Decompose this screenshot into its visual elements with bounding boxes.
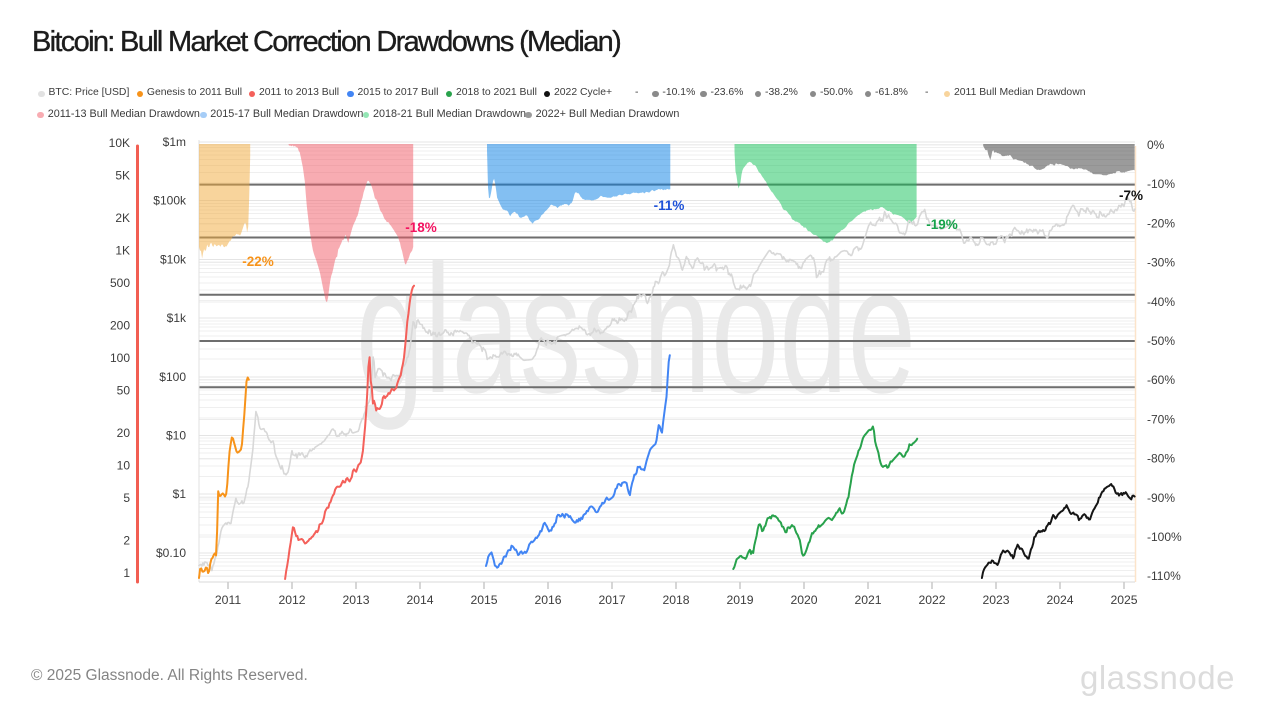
svg-text:2011: 2011 <box>215 593 241 607</box>
svg-text:$1k: $1k <box>167 311 187 325</box>
svg-text:2025: 2025 <box>1110 593 1137 607</box>
svg-text:2013: 2013 <box>342 593 369 607</box>
svg-text:20: 20 <box>117 426 131 440</box>
svg-text:2021: 2021 <box>854 593 881 607</box>
svg-text:$1m: $1m <box>163 135 186 149</box>
svg-text:200: 200 <box>110 319 130 333</box>
svg-text:-50%: -50% <box>1147 334 1175 348</box>
svg-text:2: 2 <box>123 534 130 548</box>
svg-text:-10%: -10% <box>1147 177 1175 191</box>
svg-text:-100%: -100% <box>1147 530 1182 544</box>
svg-text:$0.10: $0.10 <box>156 546 186 560</box>
svg-text:2016: 2016 <box>534 593 561 607</box>
svg-text:2018: 2018 <box>662 593 689 607</box>
svg-text:2019: 2019 <box>726 593 753 607</box>
svg-text:2023: 2023 <box>982 593 1009 607</box>
svg-text:2022: 2022 <box>918 593 945 607</box>
svg-text:2014: 2014 <box>406 593 433 607</box>
svg-text:2017: 2017 <box>598 593 625 607</box>
svg-text:-22%: -22% <box>242 254 274 269</box>
svg-text:-19%: -19% <box>926 217 958 232</box>
svg-text:$100k: $100k <box>153 194 187 208</box>
svg-text:2024: 2024 <box>1046 593 1073 607</box>
svg-text:-110%: -110% <box>1147 569 1181 583</box>
svg-text:2020: 2020 <box>790 593 817 607</box>
svg-text:2K: 2K <box>115 211 130 225</box>
svg-text:5K: 5K <box>115 168 130 182</box>
svg-text:-40%: -40% <box>1147 295 1175 309</box>
svg-text:$100: $100 <box>159 370 186 384</box>
svg-text:-18%: -18% <box>405 220 437 235</box>
svg-text:2012: 2012 <box>278 593 305 607</box>
svg-text:$10k: $10k <box>160 252 187 266</box>
svg-text:-60%: -60% <box>1147 373 1175 387</box>
svg-text:$10: $10 <box>166 429 186 443</box>
svg-text:-70%: -70% <box>1147 412 1175 426</box>
svg-text:-20%: -20% <box>1147 216 1175 230</box>
svg-text:10K: 10K <box>109 136 130 150</box>
svg-text:1: 1 <box>123 566 130 580</box>
svg-text:50: 50 <box>117 383 131 397</box>
svg-text:-7%: -7% <box>1119 188 1143 203</box>
svg-text:-30%: -30% <box>1147 256 1175 270</box>
svg-text:0%: 0% <box>1147 138 1165 152</box>
svg-text:5: 5 <box>123 491 130 505</box>
svg-text:500: 500 <box>110 276 130 290</box>
svg-text:10: 10 <box>117 459 131 473</box>
svg-text:2015: 2015 <box>470 593 497 607</box>
svg-text:1K: 1K <box>115 244 130 258</box>
svg-text:-80%: -80% <box>1147 452 1175 466</box>
svg-text:$1: $1 <box>173 487 187 501</box>
svg-text:glassnode: glassnode <box>356 227 916 431</box>
svg-text:-90%: -90% <box>1147 491 1175 505</box>
svg-text:100: 100 <box>110 351 130 365</box>
svg-text:-11%: -11% <box>654 198 685 213</box>
